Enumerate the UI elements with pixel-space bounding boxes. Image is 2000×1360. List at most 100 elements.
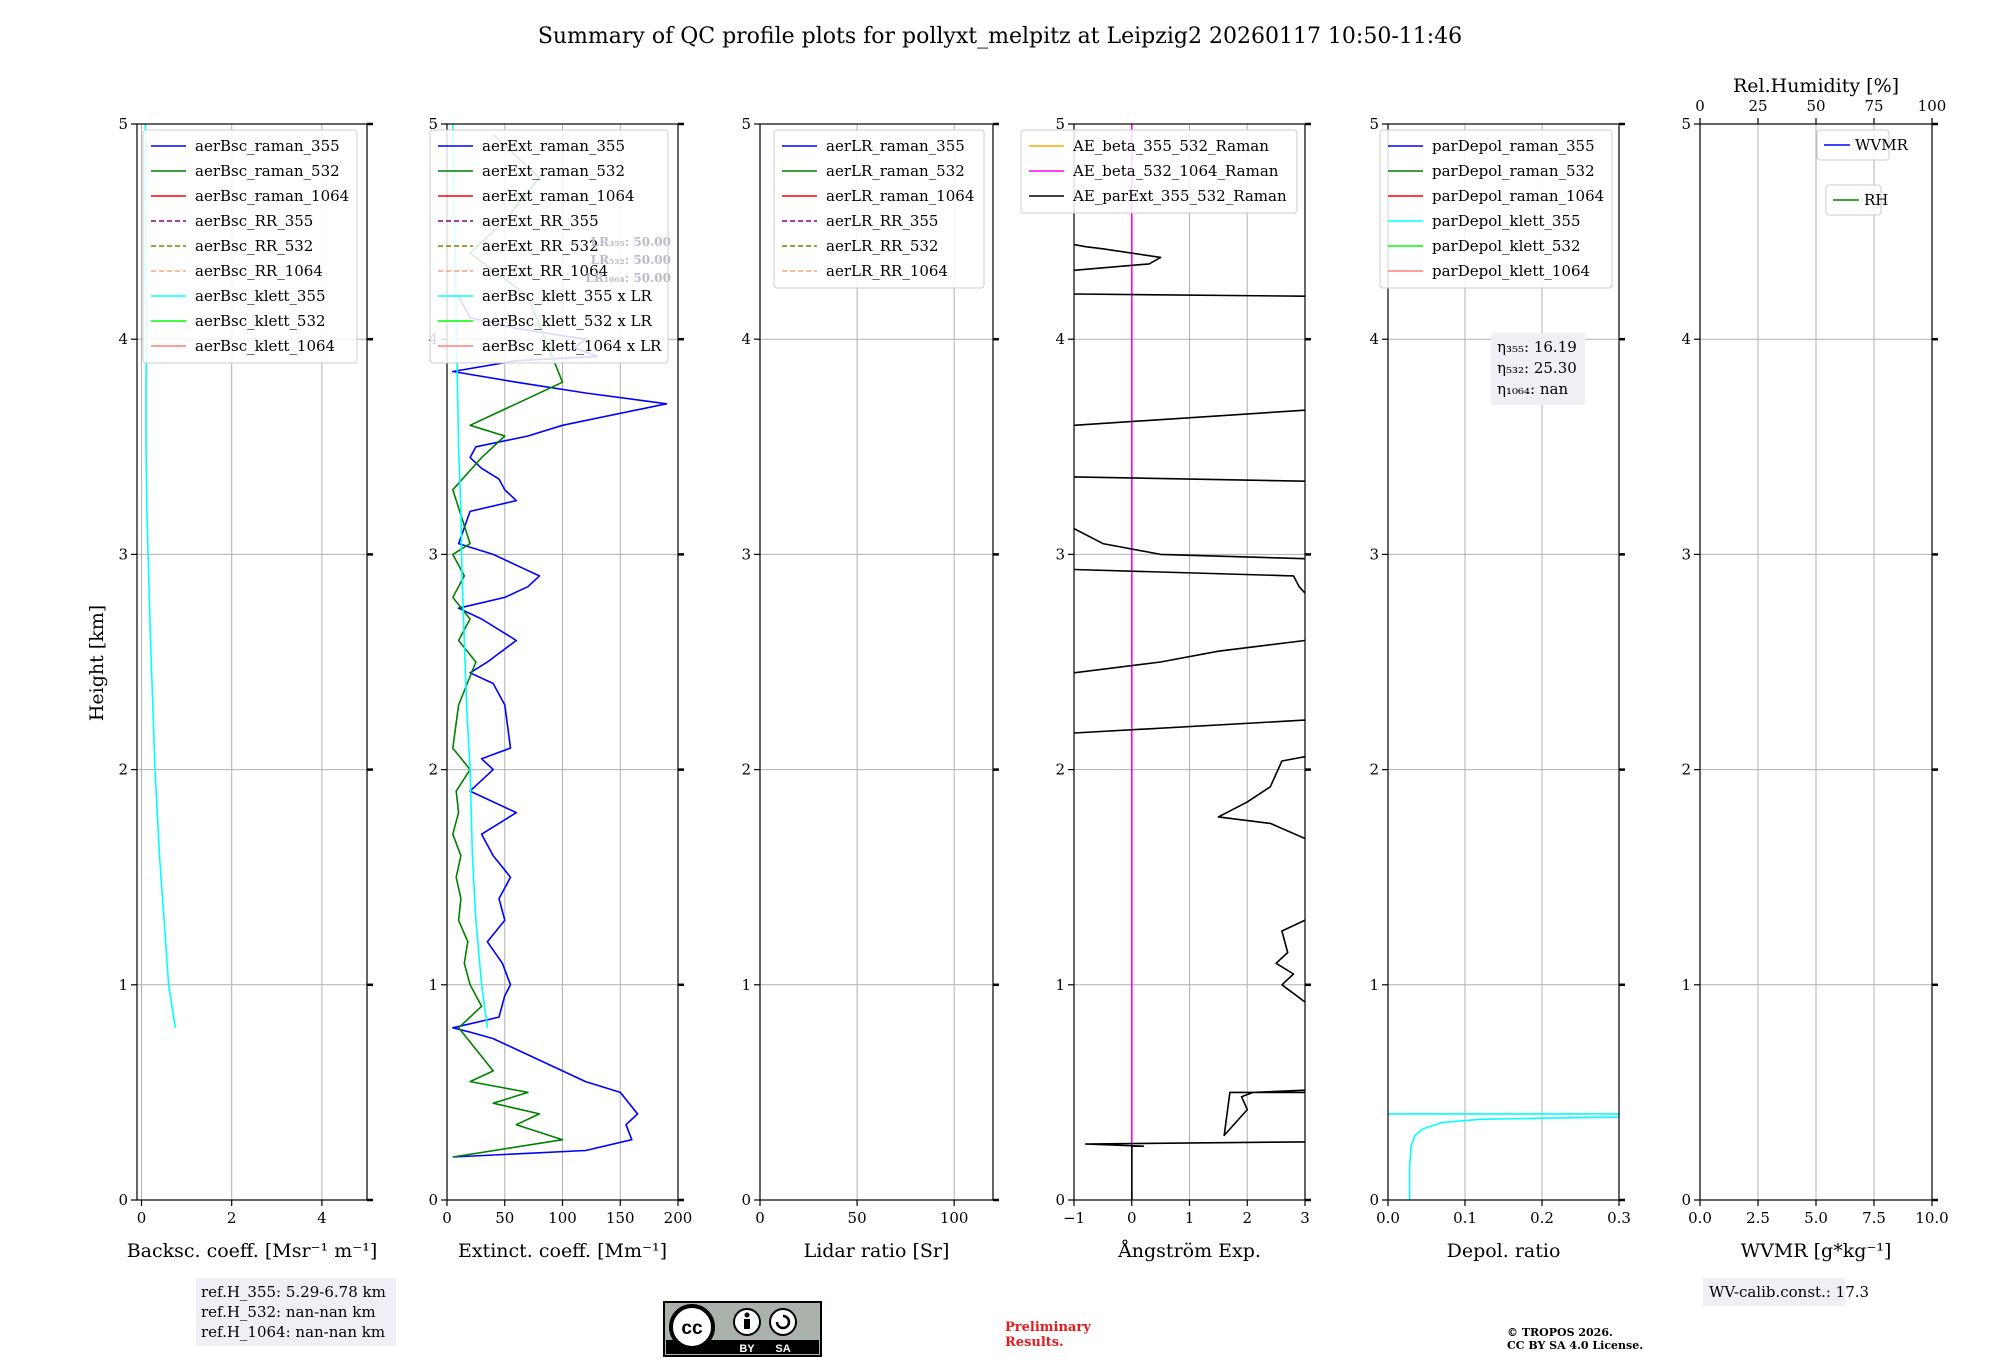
y-tick-label: 2 (1055, 761, 1065, 779)
legend-label: aerLR_raman_355 (826, 137, 965, 155)
legend: WVMR RH (1816, 129, 1909, 216)
x-axis-label: Ångström Exp. (1117, 1240, 1261, 1262)
legend-label: aerBsc_RR_355 (195, 212, 313, 230)
y-tick-label: 3 (1681, 545, 1691, 563)
x-axis-label: WVMR [g*kg⁻¹] (1741, 1240, 1892, 1262)
x-tick-label: 0.0 (1688, 1209, 1712, 1227)
x-tick-label: 4 (317, 1209, 327, 1227)
legend-box (1379, 129, 1613, 289)
legend-label: aerExt_raman_355 (482, 137, 625, 155)
x-tick-label: 100 (548, 1209, 577, 1227)
x-tick-label: 200 (664, 1209, 693, 1227)
by-person-icon-body (744, 1319, 750, 1329)
x-tick-label: 10.0 (1915, 1209, 1948, 1227)
y-axis-label: Height [km] (86, 605, 108, 721)
y-tick-label: 1 (1055, 976, 1065, 994)
grid-lines (760, 124, 993, 1200)
legend-label: parDepol_raman_1064 (1432, 187, 1604, 205)
y-tick-label: 5 (1055, 115, 1065, 133)
y-tick-label: 0 (741, 1191, 751, 1209)
series-ae-parext-355-532-raman (1074, 719, 1305, 734)
legend-label: aerExt_RR_1064 (482, 262, 608, 280)
axes-frame (136, 123, 368, 1201)
legend-label: parDepol_klett_355 (1432, 212, 1581, 230)
legend-label: parDepol_klett_1064 (1432, 262, 1590, 280)
x-tick-label: 0 (755, 1209, 765, 1227)
series-aerext-raman-532 (451, 134, 564, 1158)
series-ae-parext-355-532-raman (1074, 293, 1305, 297)
y-tick-label: 4 (118, 330, 128, 348)
y-tick-label: 2 (741, 761, 751, 779)
by-text: BY (739, 1343, 755, 1355)
x-tick-label: −1 (1063, 1209, 1085, 1227)
y-tick-label: 2 (1369, 761, 1379, 779)
legend-label: aerBsc_klett_532 x LR (482, 312, 653, 330)
legend-label: aerLR_RR_532 (826, 237, 938, 255)
x-tick-label: 50 (495, 1209, 514, 1227)
top-x-tick-label: 100 (1918, 97, 1947, 115)
y-tick-label: 2 (118, 761, 128, 779)
legend-label: aerBsc_raman_355 (195, 137, 340, 155)
series-pardepol-klett-355 (1408, 1116, 1619, 1200)
series-ae-parext-355-532-raman (1074, 476, 1305, 482)
y-tick-label: 5 (428, 115, 438, 133)
ref-height-355: ref.H_355: 5.29-6.78 km (201, 1283, 386, 1301)
eta-label: η₅₃₂: 25.30 (1497, 359, 1577, 377)
legend: aerLR_raman_355 aerLR_raman_532 aerLR_rama… (773, 129, 985, 289)
series-group (1388, 1113, 1619, 1200)
x-tick-label: 5.0 (1804, 1209, 1828, 1227)
x-tick-label: 0 (137, 1209, 147, 1227)
series-ae-parext-355-532-raman (1074, 243, 1162, 272)
x-tick-label: 2 (227, 1209, 237, 1227)
x-tick-label: 0 (1127, 1209, 1137, 1227)
copyright-line1: © TROPOS 2026. (1507, 1326, 1613, 1339)
legend-label: parDepol_raman_355 (1432, 137, 1595, 155)
legend-label: RH (1864, 191, 1888, 209)
top-x-tick-label: 25 (1748, 97, 1767, 115)
x-tick-label: 0.2 (1530, 1209, 1554, 1227)
y-tick-label: 5 (1681, 115, 1691, 133)
lr-label: LR₅₃₂: 50.00 (591, 253, 671, 267)
legend: aerExt_raman_355 aerExt_raman_532 aerExt_r… (429, 129, 669, 364)
series-ae-parext-355-532-raman (1217, 755, 1305, 840)
legend-label: aerBsc_klett_1064 (195, 337, 335, 355)
legend-label: aerExt_RR_355 (482, 212, 599, 230)
x-tick-label: 1 (1185, 1209, 1195, 1227)
y-tick-label: 1 (1369, 976, 1379, 994)
y-tick-label: 4 (1681, 330, 1691, 348)
x-tick-label: 50 (848, 1209, 867, 1227)
grid-lines (1388, 124, 1619, 1200)
y-tick-label: 2 (1681, 761, 1691, 779)
panel-backscatter: 0 1 2 3 4 5 0 2 4 Backsc. coeff. [Msr⁻¹ m⁻¹] aerBs… (118, 115, 377, 1262)
legend-label: parDepol_raman_532 (1432, 162, 1595, 180)
y-tick-label: 3 (1055, 545, 1065, 563)
series-ae-parext-355-532-raman (1084, 1141, 1305, 1200)
legend-label: aerBsc_RR_1064 (195, 262, 323, 280)
x-tick-label: 0 (442, 1209, 452, 1227)
grid-lines (1700, 124, 1932, 1200)
series-ae-parext-355-532-raman (1074, 568, 1305, 594)
y-tick-label: 3 (741, 545, 751, 563)
top-axis-label: Rel.Humidity [%] (1733, 75, 1899, 97)
panel-depolarization: 0 1 2 3 4 5 0.0 0.1 0.2 0.3 Depol. ratio parDepol_r… (1369, 115, 1630, 1262)
legend-label: aerBsc_raman_1064 (195, 187, 349, 205)
series-ae-parext-355-532-raman (1275, 919, 1305, 1003)
y-tick-label: 0 (428, 1191, 438, 1209)
legend-box (1020, 129, 1298, 214)
x-tick-label: 0.3 (1607, 1209, 1631, 1227)
ref-height-1064: ref.H_1064: nan-nan km (201, 1323, 385, 1341)
axes-frame (1387, 123, 1620, 1201)
y-tick-label: 1 (1681, 976, 1691, 994)
legend-box (429, 129, 669, 364)
wv-calib-box: WV-calib.const.: 17.3 (1703, 1278, 1869, 1306)
x-axis-label: Lidar ratio [Sr] (804, 1240, 950, 1262)
y-tick-label: 0 (1681, 1191, 1691, 1209)
series-ae-parext-355-532-raman (1074, 639, 1305, 674)
legend-label: aerBsc_RR_532 (195, 237, 313, 255)
wv-calib-box-bg (1703, 1278, 1845, 1306)
legend-box (142, 129, 358, 364)
